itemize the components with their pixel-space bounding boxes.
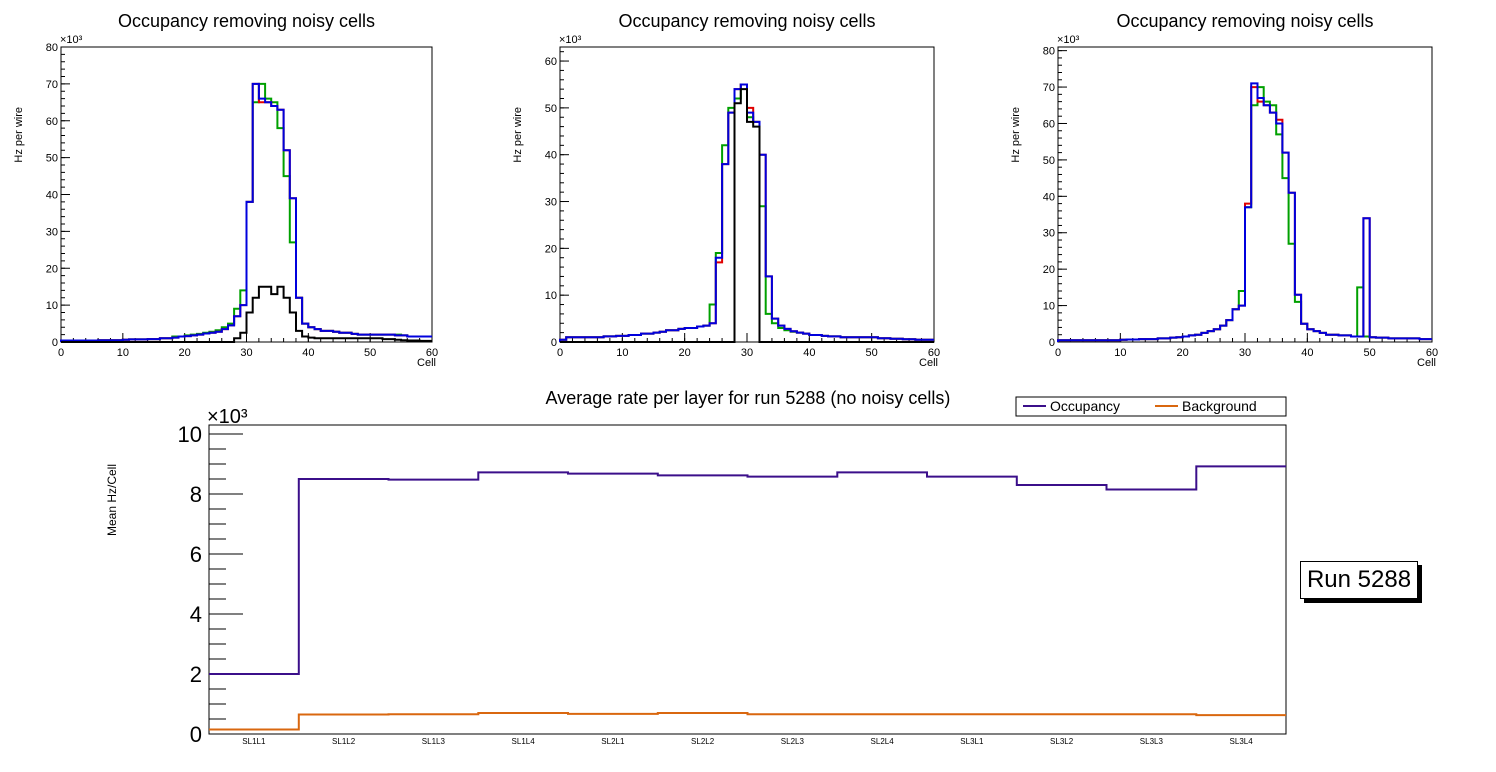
x-tick-label: 20 — [1177, 347, 1189, 359]
histogram-panel-1: Occupancy removing noisy cells 0 10 20 30 40 5… — [13, 11, 438, 369]
x-tick-label: 20 — [679, 347, 691, 359]
y-tick-label: 70 — [1043, 82, 1055, 94]
x-tick-label: 60 — [928, 347, 940, 359]
chart-title: Occupancy removing noisy cells — [118, 11, 375, 31]
x-tick-label: SL2L1 — [601, 737, 625, 746]
series-black-line — [560, 88, 934, 343]
x-tick-label: 30 — [1239, 347, 1251, 359]
y-tick-label: 50 — [46, 153, 58, 165]
y-tick-label: 40 — [1043, 191, 1055, 203]
x-tick-label: SL3L4 — [1230, 737, 1254, 746]
y-tick-label: 0 — [551, 337, 557, 349]
x-tick-label: SL3L3 — [1140, 737, 1164, 746]
chart-title: Average rate per layer for run 5288 (no … — [546, 388, 951, 408]
x-tick-label: 50 — [866, 347, 878, 359]
series-blue-line — [1057, 82, 1432, 342]
x-tick-label: 10 — [117, 347, 129, 359]
y-tick-label: 60 — [545, 56, 557, 68]
x-tick-label: 40 — [302, 347, 314, 359]
y-tick-label: 20 — [46, 263, 58, 275]
series-black-line — [61, 285, 432, 343]
y-tick-label: 50 — [545, 103, 557, 115]
legend-box — [1015, 396, 1287, 417]
y-tick-label: 6 — [190, 542, 202, 567]
x-tick-label: 60 — [426, 347, 438, 359]
y-tick-label: 10 — [545, 290, 557, 302]
x-tick-label: 30 — [741, 347, 753, 359]
chart-title: Occupancy removing noisy cells — [618, 11, 875, 31]
y-tick-label: 8 — [190, 482, 202, 507]
legend-label-occupancy: Occupancy — [1050, 398, 1120, 414]
y-tick-label: 60 — [46, 116, 58, 128]
x-tick-label: 0 — [58, 347, 64, 359]
x-tick-label: SL1L2 — [332, 737, 356, 746]
x-tick-label: 10 — [616, 347, 628, 359]
y-tick-label: 0 — [190, 722, 202, 747]
y-tick-label: 4 — [190, 602, 202, 627]
x-tick-label: 40 — [803, 347, 815, 359]
x-tick-label: SL1L3 — [422, 737, 446, 746]
y-tick-label: 40 — [545, 150, 557, 162]
run-label-box: Run 5288 — [1300, 561, 1418, 599]
x-tick-label: SL1L1 — [242, 737, 266, 746]
y-tick-label: 2 — [190, 662, 202, 687]
y-tick-label: 30 — [46, 226, 58, 238]
y-exponent-label: ×10³ — [559, 34, 582, 46]
y-tick-label: 0 — [52, 337, 58, 349]
x-tick-label: SL2L4 — [871, 737, 895, 746]
y-axis-label: Hz per wire — [13, 107, 25, 163]
series-green-line — [559, 83, 934, 342]
y-tick-label: 60 — [1043, 118, 1055, 130]
y-tick-label: 0 — [1049, 337, 1055, 349]
y-tick-label: 10 — [46, 300, 58, 312]
y-tick-label: 80 — [46, 42, 58, 54]
x-tick-label: 40 — [1301, 347, 1313, 359]
x-tick-label: 10 — [1114, 347, 1126, 359]
y-tick-label: 20 — [545, 243, 557, 255]
y-exponent-label: ×10³ — [1057, 34, 1080, 46]
x-tick-label: SL2L2 — [691, 737, 715, 746]
y-tick-label: 10 — [178, 422, 202, 447]
y-axis-label: Mean Hz/Cell — [105, 464, 119, 536]
y-tick-label: 40 — [46, 190, 58, 202]
x-tick-label: 60 — [1426, 347, 1438, 359]
x-tick-label: SL2L3 — [781, 737, 805, 746]
y-tick-label: 70 — [46, 79, 58, 91]
x-axis-label: Cell — [919, 357, 938, 369]
x-tick-label: 50 — [364, 347, 376, 359]
y-exponent-label: ×10³ — [60, 34, 83, 46]
x-tick-label: 20 — [179, 347, 191, 359]
y-axis-label: Hz per wire — [512, 107, 524, 163]
series-background-line — [209, 712, 1286, 731]
series-red-line — [559, 83, 934, 342]
legend-label-background: Background — [1182, 398, 1257, 414]
series-occupancy-line — [209, 465, 1286, 675]
y-tick-label: 50 — [1043, 155, 1055, 167]
x-tick-label: SL3L1 — [960, 737, 984, 746]
x-axis-label: Cell — [1417, 357, 1436, 369]
series-blue-line — [60, 82, 432, 342]
series-blue-line — [559, 83, 934, 342]
chart-title: Occupancy removing noisy cells — [1116, 11, 1373, 31]
x-tick-label: SL1L4 — [512, 737, 536, 746]
y-tick-label: 80 — [1043, 46, 1055, 58]
x-tick-label: 0 — [1055, 347, 1061, 359]
x-axis-label: Cell — [417, 357, 436, 369]
y-exponent-label: ×10³ — [207, 406, 248, 428]
y-axis-label: Hz per wire — [1010, 107, 1022, 163]
histogram-panel-3: Occupancy removing noisy cells 0 10 20 30 40 5… — [1010, 11, 1438, 369]
y-tick-label: 30 — [1043, 228, 1055, 240]
histogram-panel-2: Occupancy removing noisy cells 0 10 20 30 40 5… — [512, 11, 940, 369]
y-tick-label: 20 — [1043, 264, 1055, 276]
y-tick-label: 30 — [545, 197, 557, 209]
x-tick-label: 0 — [557, 347, 563, 359]
x-tick-label: 50 — [1364, 347, 1376, 359]
legend: Occupancy Background — [1015, 396, 1287, 417]
x-tick-label: SL3L2 — [1050, 737, 1074, 746]
y-tick-label: 10 — [1043, 301, 1055, 313]
plot-frame — [208, 424, 1287, 735]
x-tick-label: 30 — [240, 347, 252, 359]
layer-rate-panel: Average rate per layer for run 5288 (no … — [105, 388, 1287, 747]
